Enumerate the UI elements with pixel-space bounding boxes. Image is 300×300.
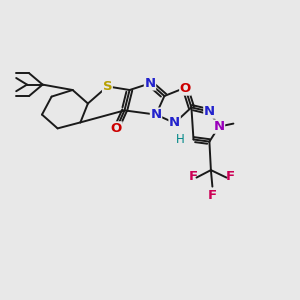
Text: N: N: [150, 108, 162, 121]
Text: N: N: [213, 120, 225, 133]
Text: N: N: [204, 105, 215, 118]
Text: F: F: [188, 169, 197, 183]
Text: O: O: [111, 122, 122, 135]
Text: F: F: [226, 169, 235, 183]
Text: N: N: [144, 77, 156, 90]
Text: S: S: [103, 80, 112, 93]
Text: O: O: [180, 82, 191, 95]
Text: F: F: [208, 189, 217, 202]
Text: H: H: [176, 133, 185, 146]
Text: N: N: [169, 116, 180, 130]
